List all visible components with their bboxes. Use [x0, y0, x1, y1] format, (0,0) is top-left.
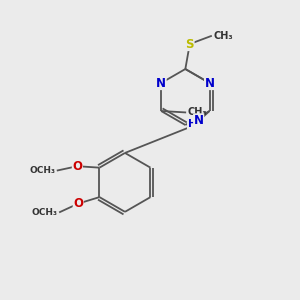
Text: N: N [194, 114, 204, 127]
Text: N: N [156, 76, 166, 89]
Text: OCH₃: OCH₃ [32, 208, 58, 217]
Text: N: N [205, 76, 214, 89]
Text: CH₃: CH₃ [213, 31, 233, 41]
Text: H: H [188, 119, 196, 129]
Text: OCH₃: OCH₃ [29, 166, 55, 175]
Text: O: O [73, 197, 83, 210]
Text: CH₃: CH₃ [188, 107, 207, 118]
Text: S: S [185, 38, 194, 50]
Text: O: O [72, 160, 82, 173]
